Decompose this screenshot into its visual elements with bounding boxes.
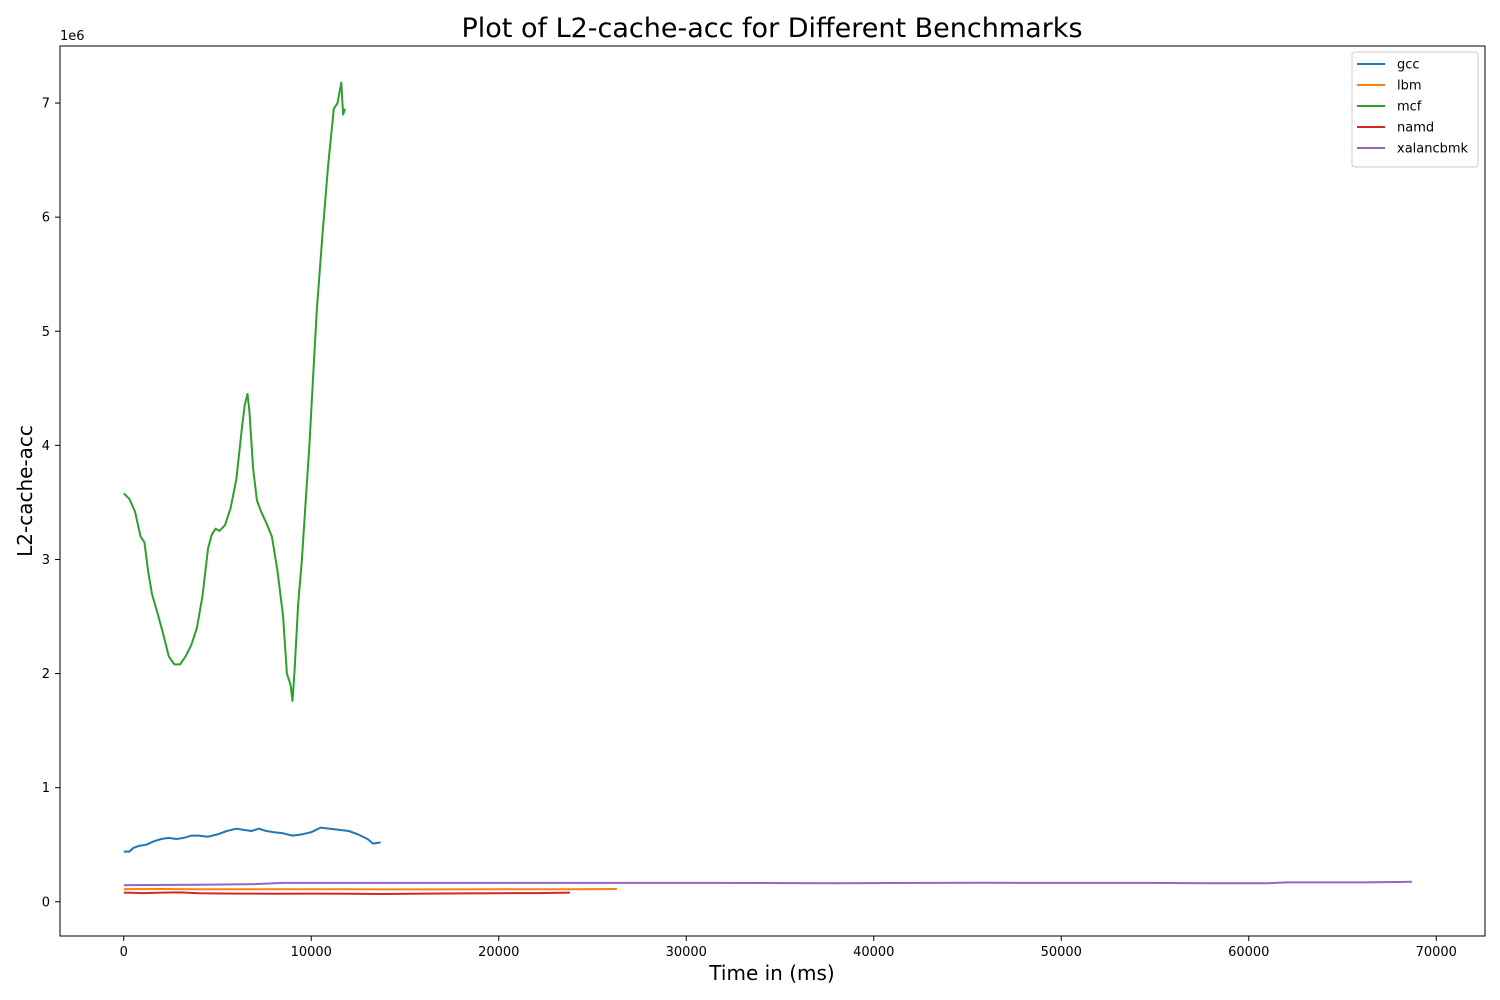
y-tick-label: 7 [42, 97, 50, 112]
plot-frame [59, 45, 1486, 937]
x-tick-label: 10000 [291, 945, 332, 960]
y-tick-label: 1 [42, 781, 50, 796]
x-tick-label: 40000 [853, 945, 894, 960]
legend-label-gcc: gcc [1397, 58, 1420, 73]
x-tick-label: 50000 [1041, 945, 1082, 960]
y-tick-label: 0 [42, 895, 50, 910]
x-tick-label: 0 [120, 945, 128, 960]
legend-box [1351, 51, 1479, 168]
y-tick-label: 6 [42, 211, 50, 226]
x-tick-label: 60000 [1228, 945, 1269, 960]
series-line-gcc [123, 826, 381, 853]
x-tick-label: 30000 [666, 945, 707, 960]
series-line-mcf [123, 81, 346, 702]
legend-label-namd: namd [1397, 121, 1434, 136]
y-tick-label: 3 [42, 553, 50, 568]
legend-label-xalancbmk: xalancbmk [1397, 142, 1469, 157]
x-tick-label: 70000 [1416, 945, 1457, 960]
x-axis-label: Time in (ms) [708, 961, 834, 985]
x-tick-label: 20000 [478, 945, 519, 960]
legend-label-lbm: lbm [1397, 79, 1422, 94]
series-line-namd [123, 891, 571, 895]
legend: gcc lbm mcf namd xalancbmk [1351, 51, 1479, 168]
chart-title: Plot of L2-cache-acc for Different Bench… [461, 13, 1082, 44]
plot-area [123, 81, 1412, 895]
y-axis-label: L2-cache-acc [13, 425, 37, 557]
y-tick-label: 2 [42, 667, 50, 682]
y-tick-label: 4 [42, 439, 50, 454]
x-axis: 0 10000 20000 30000 40000 50000 60000 70000 [120, 936, 1457, 960]
series-line-xalancbmk [123, 880, 1412, 887]
legend-label-mcf: mcf [1397, 100, 1422, 115]
y-axis: 0 1 2 3 4 5 6 7 [42, 97, 60, 910]
y-tick-label: 5 [42, 325, 50, 340]
y-offset-label: 1e6 [60, 29, 85, 44]
